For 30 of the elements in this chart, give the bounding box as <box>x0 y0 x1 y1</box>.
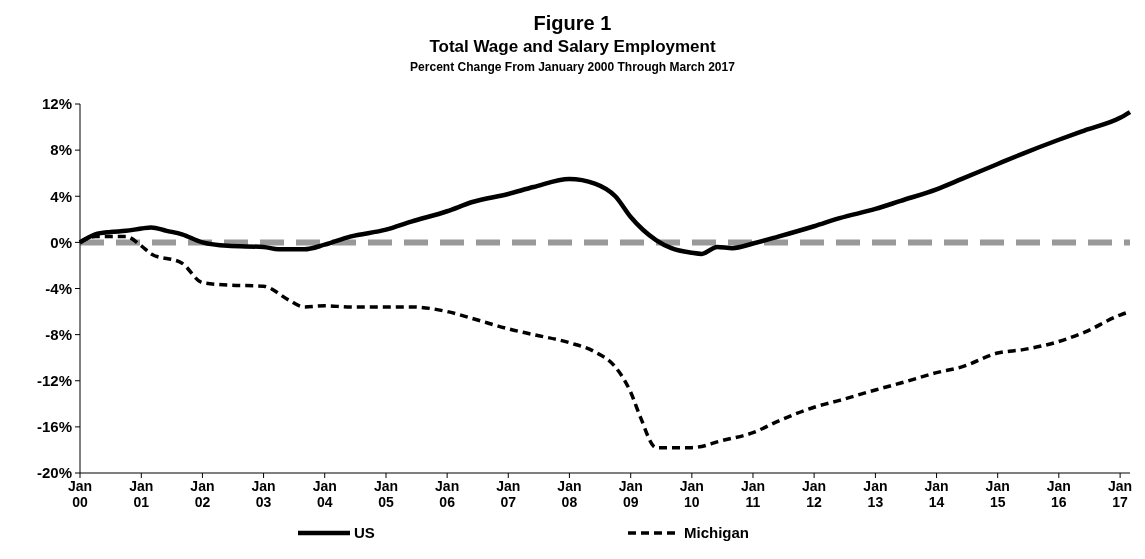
y-tick-label: 4% <box>50 187 72 205</box>
x-tick-label: Jan 12 <box>802 478 827 510</box>
x-tick-label: Jan 06 <box>435 478 460 510</box>
y-tick-label: 12% <box>41 95 72 113</box>
text: Percent Change From January 2000 Through March 2017 <box>410 60 736 74</box>
y-tick-label: 0% <box>50 233 72 251</box>
y-tick-label: 8% <box>50 141 72 159</box>
y-tick-label: -8% <box>45 325 72 343</box>
x-tick-label: Jan 02 <box>190 478 215 510</box>
x-tick-label: Jan 11 <box>740 478 766 510</box>
x-tick-label: Jan 10 <box>679 478 704 510</box>
x-tick-label: Jan 01 <box>129 478 154 510</box>
legend-label: Michigan <box>684 524 750 541</box>
x-tick-label: Jan 05 <box>373 478 399 510</box>
y-tick-label: -4% <box>45 279 72 297</box>
y-tick-label: -12% <box>36 372 72 389</box>
chart-title: Figure 1 <box>533 12 612 34</box>
x-tick-label: Jan 09 <box>618 478 643 510</box>
x-tick-label: Jan 03 <box>251 478 276 510</box>
x-tick-label: Jan 17 <box>1108 478 1133 510</box>
x-tick-label: Jan 04 <box>312 478 337 510</box>
x-tick-label: Jan 08 <box>557 478 582 510</box>
x-tick-label: Jan 13 <box>863 478 888 510</box>
x-tick-label: Jan 16 <box>1046 478 1071 510</box>
x-tick-label: Jan 15 <box>985 478 1010 510</box>
x-tick-label: Jan 14 <box>924 478 949 510</box>
chart-subtitle: Total Wage and Salary Employment <box>429 37 716 56</box>
y-tick-label: -16% <box>36 418 72 436</box>
x-tick-label: Jan 07 <box>496 478 521 510</box>
legend-label: US <box>354 524 375 541</box>
